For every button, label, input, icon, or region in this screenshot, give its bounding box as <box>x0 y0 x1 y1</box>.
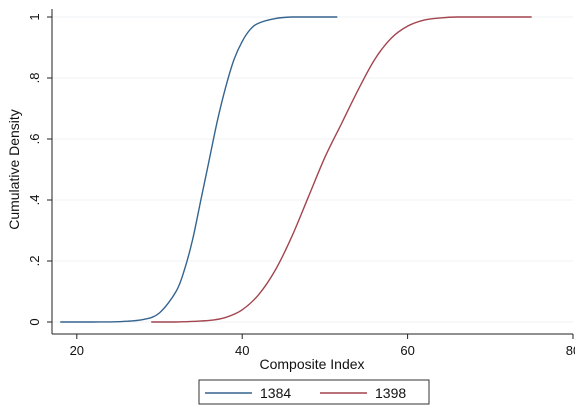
x-tick-label-2: 60 <box>400 343 414 358</box>
legend-box <box>198 379 430 405</box>
y-tick-label-1: .2 <box>27 256 42 267</box>
legend-label-1398: 1398 <box>375 385 406 401</box>
y-tick-label-4: .8 <box>27 73 42 84</box>
x-tick-label-0: 20 <box>70 343 84 358</box>
y-tick-label-2: .4 <box>27 195 42 206</box>
y-axis-title: Cumulative Density <box>6 109 22 230</box>
y-tick-label-0: 0 <box>27 318 42 325</box>
x-tick-label-3: 80 <box>566 343 575 358</box>
x-axis-title: Composite Index <box>259 356 364 372</box>
legend: 1384 1398 <box>198 379 430 405</box>
y-tick-label-5: 1 <box>27 13 42 20</box>
x-tick-label-1: 40 <box>235 343 249 358</box>
axes: 0 .2 .4 .6 .8 1 20 40 60 80 <box>27 9 575 358</box>
series-layer <box>60 16 532 323</box>
y-tick-label-3: .6 <box>27 134 42 145</box>
series-line-1384 <box>60 16 338 323</box>
series-line-1398 <box>151 16 532 323</box>
legend-label-1384: 1384 <box>260 385 291 401</box>
